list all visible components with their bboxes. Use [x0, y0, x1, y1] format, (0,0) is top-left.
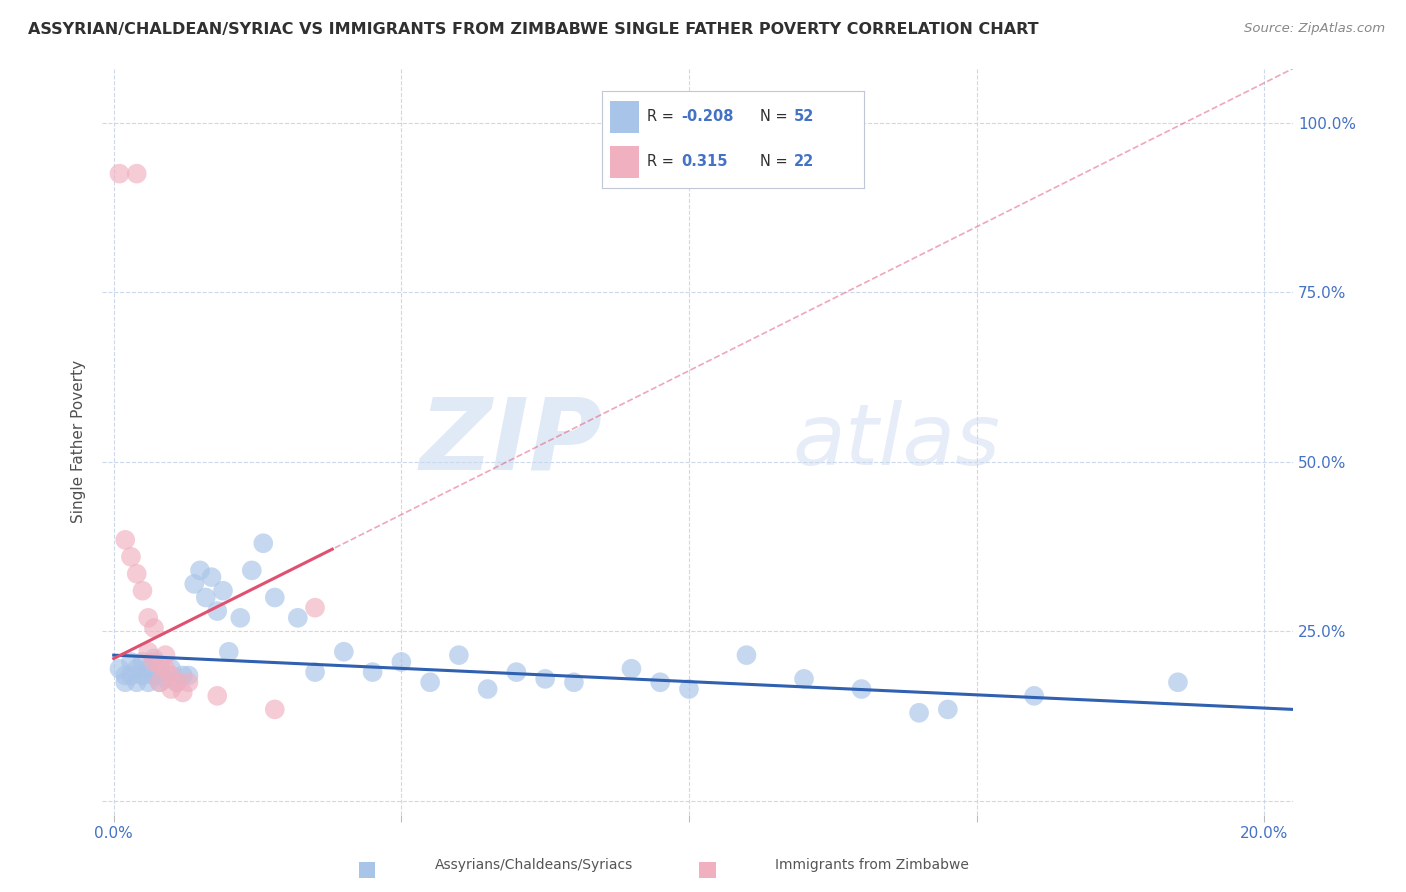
Point [793, 672, 815, 686]
Point [125, 675, 148, 690]
Point [218, 645, 240, 659]
Text: Assyrians/Chaldeans/Syriacs: Assyrians/Chaldeans/Syriacs [434, 858, 634, 872]
Point [120, 655, 142, 669]
Y-axis label: Single Father Poverty: Single Father Poverty [72, 360, 86, 523]
Point [477, 681, 499, 696]
Point [1167, 675, 1189, 690]
Point [131, 668, 153, 682]
Point [125, 566, 148, 581]
Point [534, 672, 557, 686]
Point [114, 675, 136, 690]
Point [361, 665, 384, 679]
Point [304, 665, 326, 679]
Point [136, 662, 159, 676]
Point [194, 591, 217, 605]
Point [143, 651, 166, 665]
Point [172, 668, 194, 682]
Point [149, 665, 172, 679]
Point [155, 648, 177, 662]
Text: Immigrants from Zimbabwe: Immigrants from Zimbabwe [775, 858, 969, 872]
Point [678, 681, 700, 696]
Point [212, 583, 235, 598]
Text: ASSYRIAN/CHALDEAN/SYRIAC VS IMMIGRANTS FROM ZIMBABWE SINGLE FATHER POVERTY CORRE: ASSYRIAN/CHALDEAN/SYRIAC VS IMMIGRANTS F… [28, 22, 1039, 37]
Point [108, 167, 131, 181]
Point [131, 583, 153, 598]
Point [120, 549, 142, 564]
Point [252, 536, 274, 550]
Point [851, 681, 873, 696]
Point [447, 648, 470, 662]
Point [149, 658, 172, 673]
Point [505, 665, 527, 679]
Point [136, 611, 159, 625]
Point [200, 570, 222, 584]
Point [131, 655, 153, 669]
Point [389, 655, 412, 669]
Point [263, 702, 285, 716]
Text: ZIP: ZIP [419, 393, 602, 490]
Point [143, 655, 166, 669]
Point [149, 675, 172, 690]
Point [1024, 689, 1046, 703]
Point [136, 645, 159, 659]
Text: Source: ZipAtlas.com: Source: ZipAtlas.com [1244, 22, 1385, 36]
Point [125, 167, 148, 181]
Point [188, 563, 211, 577]
Point [177, 675, 200, 690]
Point [120, 668, 142, 682]
Point [136, 675, 159, 690]
Point [207, 604, 229, 618]
Point [562, 675, 585, 690]
Point [114, 533, 136, 547]
Point [172, 685, 194, 699]
Point [304, 600, 326, 615]
Point [908, 706, 931, 720]
Point [166, 675, 188, 690]
Point [114, 668, 136, 682]
Point [419, 675, 441, 690]
Point [125, 662, 148, 676]
Point [650, 675, 672, 690]
Point [177, 668, 200, 682]
Point [333, 645, 356, 659]
Point [207, 689, 229, 703]
Point [263, 591, 285, 605]
Point [155, 672, 177, 686]
Point [149, 675, 172, 690]
Point [160, 668, 183, 682]
Point [735, 648, 758, 662]
Point [143, 668, 166, 682]
Point [155, 662, 177, 676]
Point [183, 577, 205, 591]
Text: atlas: atlas [793, 400, 1001, 483]
Point [160, 681, 183, 696]
Point [160, 662, 183, 676]
Point [143, 621, 166, 635]
Point [108, 662, 131, 676]
Point [240, 563, 263, 577]
Point [229, 611, 252, 625]
Point [166, 675, 188, 690]
Point [936, 702, 959, 716]
Point [620, 662, 643, 676]
Point [287, 611, 309, 625]
